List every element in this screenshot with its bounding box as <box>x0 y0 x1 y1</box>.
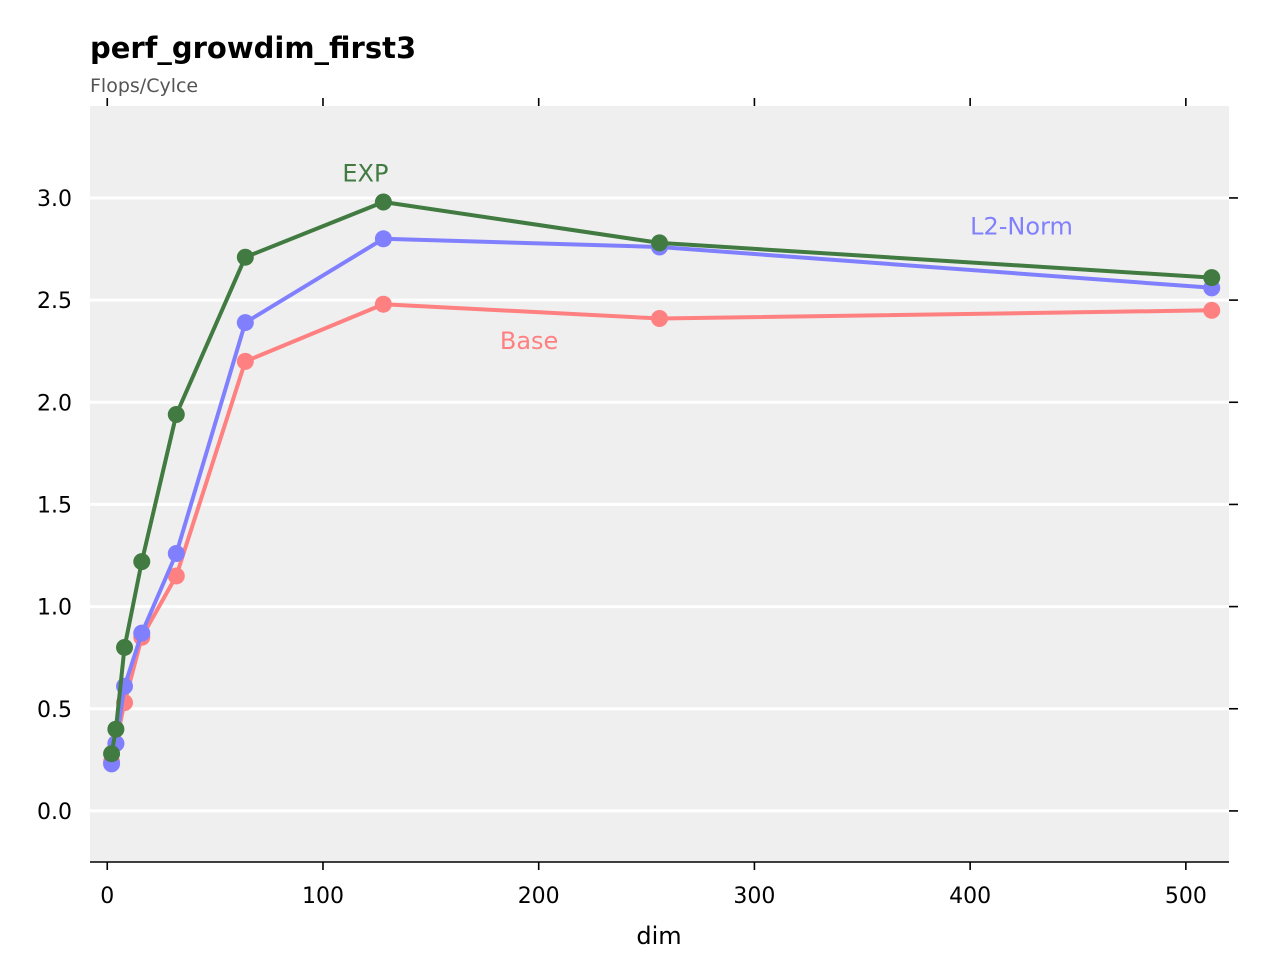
data-point <box>1203 301 1221 319</box>
y-tick-label: 3.0 <box>37 187 72 212</box>
data-point <box>116 638 134 656</box>
data-point <box>133 624 151 642</box>
series-layer <box>103 193 1221 773</box>
data-point <box>167 567 185 585</box>
y-tick-label: 2.0 <box>37 391 72 416</box>
y-tick-label: 1.5 <box>37 493 72 518</box>
data-point <box>651 309 668 327</box>
data-point <box>651 234 668 252</box>
data-point <box>374 295 392 313</box>
data-point <box>107 720 125 738</box>
y-tick-label: 1.0 <box>37 596 72 621</box>
data-point <box>167 406 185 424</box>
series-exp <box>103 193 1221 763</box>
y-tick-label: 2.5 <box>37 289 72 314</box>
data-point <box>236 248 254 266</box>
x-tick-label: 0 <box>100 884 114 909</box>
x-tick-label: 200 <box>518 884 560 909</box>
data-point <box>167 544 185 562</box>
grid-lines <box>90 196 1229 813</box>
data-point <box>374 230 392 248</box>
x-tick-label: 500 <box>1165 884 1207 909</box>
axes: 0 100 200 300 400 500 0.0 0.5 1.0 1.5 2.0 2.5 3.0 <box>37 98 1238 909</box>
data-point <box>236 352 254 370</box>
x-tick-label: 100 <box>302 884 344 909</box>
data-point <box>236 314 254 332</box>
chart-subtitle: Flops/Cylce <box>90 75 198 97</box>
data-point <box>374 193 392 211</box>
data-point <box>1203 269 1221 287</box>
data-point <box>133 553 151 571</box>
x-axis-label: dim <box>636 922 681 950</box>
data-point <box>103 745 121 763</box>
series-label: L2-Norm <box>970 213 1073 241</box>
x-tick-label: 400 <box>949 884 991 909</box>
series-label: Base <box>500 327 558 355</box>
chart-title: perf_growdim_first3 <box>90 31 416 65</box>
y-tick-label: 0.0 <box>37 800 72 825</box>
y-tick-label: 0.5 <box>37 698 72 723</box>
plot-area <box>90 106 1229 862</box>
x-tick-label: 300 <box>733 884 775 909</box>
series-label: EXP <box>342 160 388 188</box>
series-labels: Base L2-Norm EXP <box>342 160 1073 356</box>
